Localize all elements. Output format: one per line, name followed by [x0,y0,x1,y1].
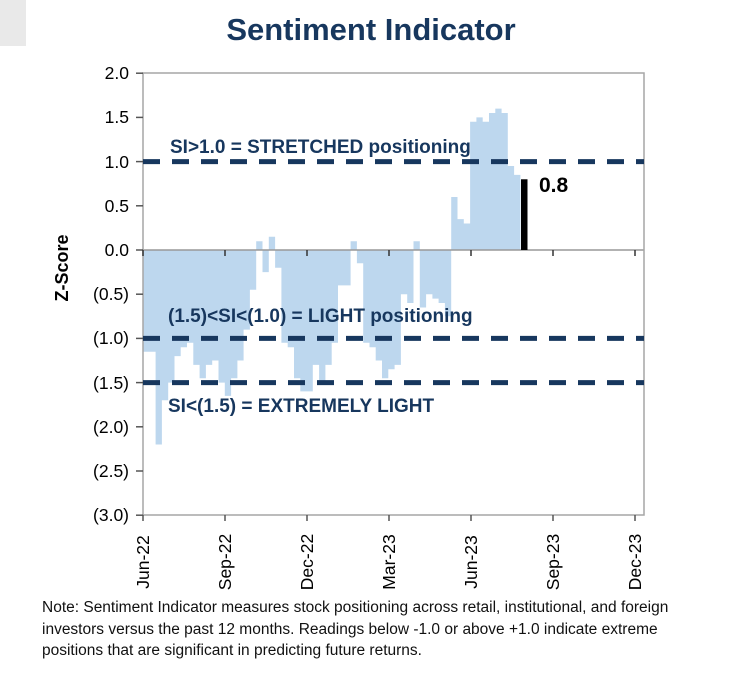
x-tick-label: Mar-23 [379,534,399,590]
stretched-threshold-annotation: SI>1.0 = STRETCHED positioning [170,137,471,158]
x-tick-label: Dec-22 [297,533,317,591]
y-tick-label: (3.0) [93,505,129,526]
y-tick-label: (0.5) [93,284,129,305]
y-axis-title: Z-Score [52,234,72,302]
light-threshold-annotation: (1.5)<SI<(1.0) = LIGHT positioning [168,306,473,327]
footnote-line-1: Note: Sentiment Indicator measures stock… [42,599,669,616]
footnote-line-3: positions that are significant in predic… [42,642,422,659]
current-value-label: 0.8 [539,174,569,197]
x-tick-label: Jun-23 [461,535,481,589]
footnote: Note: Sentiment Indicator measures stock… [42,597,722,662]
footnote-line-2: investors versus the past 12 months. Rea… [42,620,658,638]
sentiment-area-series [143,108,521,445]
x-tick-label: Sep-22 [215,533,235,591]
y-tick-label: (2.5) [93,461,129,481]
y-tick-label: 1.5 [104,107,129,128]
screenshot-edge-artifact [0,0,26,46]
chart-title: Sentiment Indicator [226,12,516,47]
y-tick-label: (1.5) [93,372,129,393]
y-tick-label: 0.5 [104,195,129,216]
x-tick-label: Dec-23 [625,533,645,591]
current-value-bar [521,179,528,250]
y-tick-label: 1.0 [104,151,129,172]
y-tick-label: (1.0) [93,328,129,349]
extremely-light-threshold-annotation: SI<(1.5) = EXTREMELY LIGHT [168,396,435,417]
y-tick-label: (2.0) [93,416,129,437]
x-tick-label: Sep-23 [543,533,563,591]
y-tick-label: 2.0 [104,63,129,84]
x-tick-label: Jun-22 [133,535,153,589]
y-tick-label: 0.0 [104,240,129,260]
